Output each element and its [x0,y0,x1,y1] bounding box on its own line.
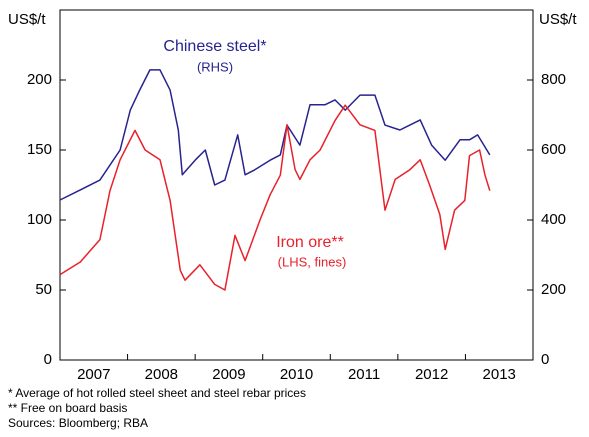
y2-tick-label: 200 [541,281,566,298]
x-tick-label: 2013 [483,366,516,383]
plot-frame [59,9,534,361]
series-line [59,69,491,201]
y-tick-label: 150 [27,141,52,158]
footnote: Sources: Bloomberg; RBA [8,416,148,430]
y2-tick-label: 400 [541,211,566,228]
y-unit-left: US$/t [8,11,46,28]
footnote: * Average of hot rolled steel sheet and … [8,386,306,400]
y2-tick-label: 0 [541,351,549,368]
y-tick-label: 50 [35,281,52,298]
y2-tick-label: 800 [541,71,566,88]
x-tick-label: 2010 [280,366,313,383]
legend-note: (LHS, fines) [278,254,347,269]
y-tick-label: 0 [44,351,52,368]
x-tick-label: 2011 [348,366,380,383]
legend-label: Chinese steel* [163,38,266,55]
y-tick-label: 200 [27,71,52,88]
x-tick-label: 2012 [415,366,448,383]
legend-note: (RHS) [197,59,233,74]
legend-label: Iron ore** [276,234,344,251]
x-tick-label: 2007 [77,366,110,383]
x-tick-label: 2009 [212,366,245,383]
y2-tick-label: 600 [541,141,566,158]
y-unit-right: US$/t [539,11,577,28]
x-tick-label: 2008 [145,366,178,383]
y-tick-label: 100 [27,211,52,228]
series-line [59,104,491,291]
footnote: ** Free on board basis [8,401,127,415]
